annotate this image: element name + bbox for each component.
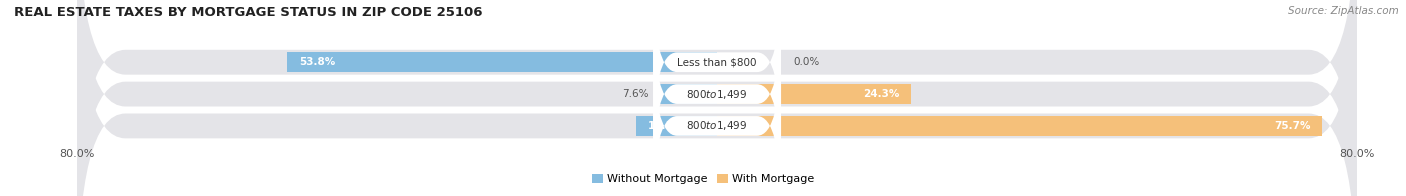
Text: 0.0%: 0.0%	[793, 57, 820, 67]
Bar	[637, 116, 717, 136]
Bar	[717, 84, 911, 104]
Text: $800 to $1,499: $800 to $1,499	[686, 119, 748, 132]
Text: 24.3%: 24.3%	[863, 89, 900, 99]
Text: Source: ZipAtlas.com: Source: ZipAtlas.com	[1288, 6, 1399, 16]
Text: 7.6%: 7.6%	[621, 89, 648, 99]
FancyBboxPatch shape	[77, 0, 1357, 196]
FancyBboxPatch shape	[77, 0, 1357, 196]
FancyBboxPatch shape	[77, 0, 1357, 196]
FancyBboxPatch shape	[654, 40, 782, 196]
Text: REAL ESTATE TAXES BY MORTGAGE STATUS IN ZIP CODE 25106: REAL ESTATE TAXES BY MORTGAGE STATUS IN …	[14, 6, 482, 19]
Text: 10.1%: 10.1%	[648, 121, 685, 131]
Bar	[717, 116, 1323, 136]
Text: $800 to $1,499: $800 to $1,499	[686, 88, 748, 101]
Legend: Without Mortgage, With Mortgage: Without Mortgage, With Mortgage	[588, 169, 818, 189]
Bar	[657, 84, 717, 104]
Bar	[287, 52, 717, 72]
Text: Less than $800: Less than $800	[678, 57, 756, 67]
Text: 53.8%: 53.8%	[299, 57, 335, 67]
Text: 75.7%: 75.7%	[1274, 121, 1310, 131]
FancyBboxPatch shape	[654, 0, 782, 148]
FancyBboxPatch shape	[654, 8, 782, 180]
